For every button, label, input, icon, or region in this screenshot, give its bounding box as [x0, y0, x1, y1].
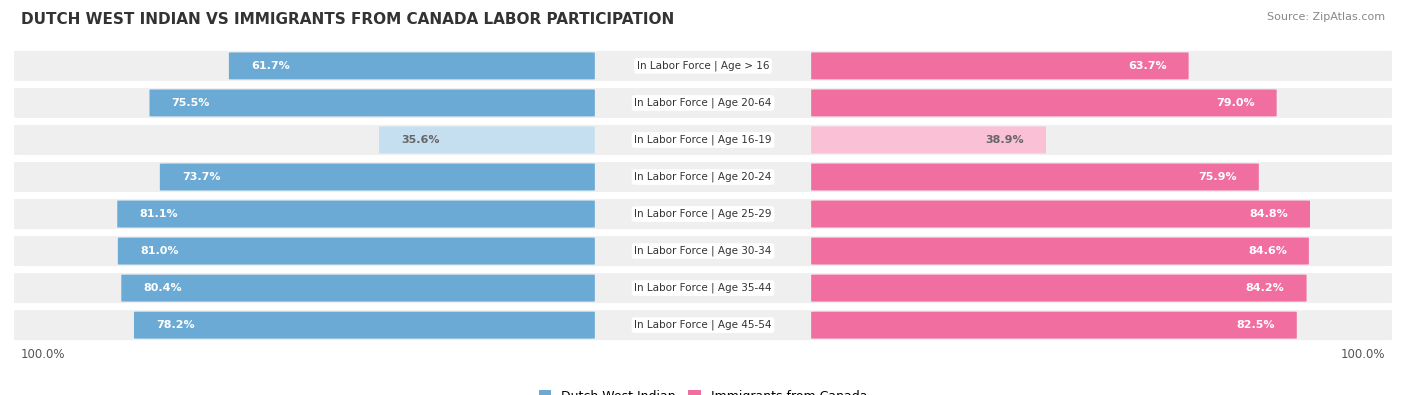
Text: In Labor Force | Age 20-24: In Labor Force | Age 20-24 [634, 172, 772, 182]
FancyBboxPatch shape [811, 126, 1046, 154]
FancyBboxPatch shape [14, 273, 1392, 303]
Legend: Dutch West Indian, Immigrants from Canada: Dutch West Indian, Immigrants from Canad… [538, 389, 868, 395]
Text: 84.6%: 84.6% [1249, 246, 1286, 256]
Text: 35.6%: 35.6% [401, 135, 440, 145]
FancyBboxPatch shape [14, 51, 1392, 81]
Text: 63.7%: 63.7% [1128, 61, 1167, 71]
FancyBboxPatch shape [811, 89, 1277, 117]
Text: 100.0%: 100.0% [21, 348, 66, 361]
FancyBboxPatch shape [811, 53, 1188, 79]
Text: 100.0%: 100.0% [1340, 348, 1385, 361]
FancyBboxPatch shape [380, 126, 595, 154]
FancyBboxPatch shape [14, 88, 1392, 118]
FancyBboxPatch shape [149, 89, 595, 117]
Text: 61.7%: 61.7% [250, 61, 290, 71]
FancyBboxPatch shape [811, 164, 1258, 190]
FancyBboxPatch shape [160, 164, 595, 190]
Text: In Labor Force | Age 30-34: In Labor Force | Age 30-34 [634, 246, 772, 256]
Text: 80.4%: 80.4% [143, 283, 181, 293]
Text: In Labor Force | Age > 16: In Labor Force | Age > 16 [637, 61, 769, 71]
Text: 38.9%: 38.9% [986, 135, 1024, 145]
Text: 81.0%: 81.0% [139, 246, 179, 256]
FancyBboxPatch shape [118, 238, 595, 265]
Text: 73.7%: 73.7% [181, 172, 221, 182]
FancyBboxPatch shape [14, 310, 1392, 340]
FancyBboxPatch shape [121, 275, 595, 302]
Text: 81.1%: 81.1% [139, 209, 179, 219]
Text: 84.8%: 84.8% [1249, 209, 1288, 219]
FancyBboxPatch shape [14, 199, 1392, 229]
FancyBboxPatch shape [811, 238, 1309, 265]
Text: 84.2%: 84.2% [1246, 283, 1285, 293]
Text: In Labor Force | Age 25-29: In Labor Force | Age 25-29 [634, 209, 772, 219]
Text: In Labor Force | Age 35-44: In Labor Force | Age 35-44 [634, 283, 772, 293]
Text: 79.0%: 79.0% [1216, 98, 1254, 108]
FancyBboxPatch shape [811, 201, 1310, 228]
Text: In Labor Force | Age 20-64: In Labor Force | Age 20-64 [634, 98, 772, 108]
Text: Source: ZipAtlas.com: Source: ZipAtlas.com [1267, 12, 1385, 22]
Text: DUTCH WEST INDIAN VS IMMIGRANTS FROM CANADA LABOR PARTICIPATION: DUTCH WEST INDIAN VS IMMIGRANTS FROM CAN… [21, 12, 675, 27]
FancyBboxPatch shape [134, 312, 595, 339]
FancyBboxPatch shape [811, 275, 1306, 302]
Text: 82.5%: 82.5% [1236, 320, 1275, 330]
Text: 75.9%: 75.9% [1198, 172, 1237, 182]
Text: 75.5%: 75.5% [172, 98, 209, 108]
Text: 78.2%: 78.2% [156, 320, 194, 330]
FancyBboxPatch shape [229, 53, 595, 79]
FancyBboxPatch shape [14, 236, 1392, 266]
Text: In Labor Force | Age 16-19: In Labor Force | Age 16-19 [634, 135, 772, 145]
FancyBboxPatch shape [811, 312, 1296, 339]
Text: In Labor Force | Age 45-54: In Labor Force | Age 45-54 [634, 320, 772, 330]
FancyBboxPatch shape [14, 125, 1392, 155]
FancyBboxPatch shape [117, 201, 595, 228]
FancyBboxPatch shape [14, 162, 1392, 192]
